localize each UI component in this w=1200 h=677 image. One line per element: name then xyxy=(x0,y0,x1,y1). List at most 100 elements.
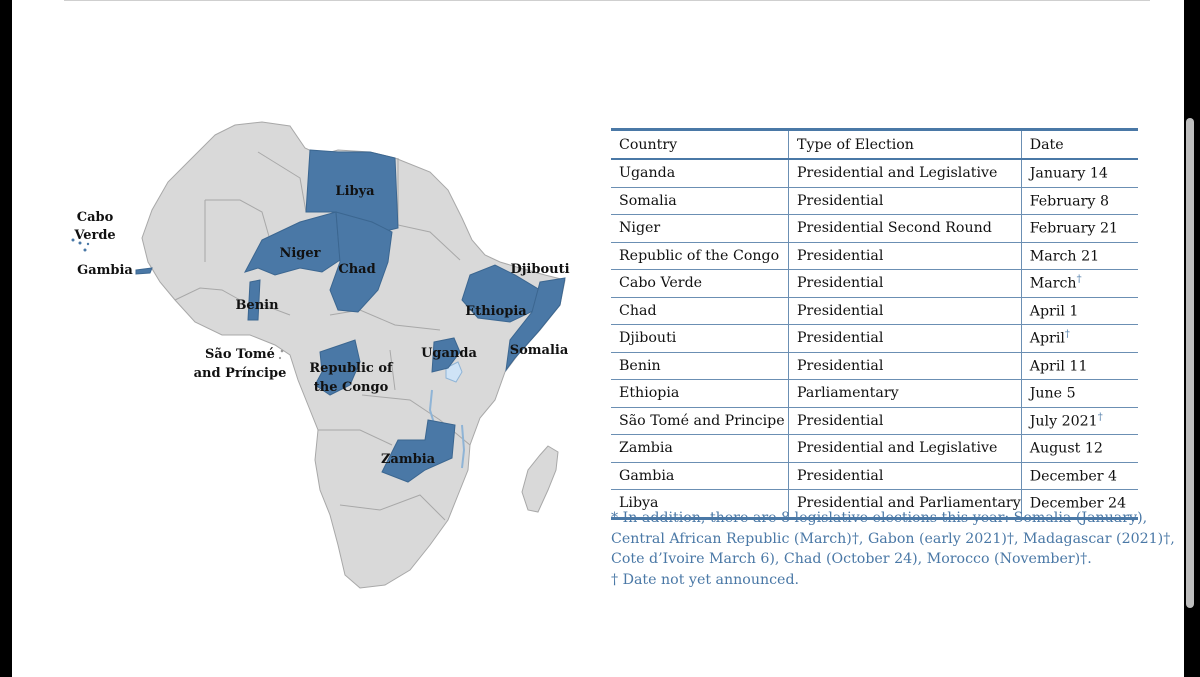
cell-date: July 2021† xyxy=(1020,407,1138,435)
cell-date: August 12 xyxy=(1020,434,1138,463)
cell-date: February 21 xyxy=(1020,214,1138,243)
sao-tome-islands xyxy=(278,349,284,360)
cell-date-text: December 4 xyxy=(1029,468,1118,485)
table-row: São Tomé and Principe Presidential July 20… xyxy=(611,407,1138,435)
cell-type: Presidential xyxy=(788,242,1022,270)
footnote-line: * In addition, there are 8 legislative e… xyxy=(611,510,1148,526)
cell-date: January 14 xyxy=(1020,159,1138,188)
label-congo: Republic of xyxy=(309,361,394,376)
country-niger xyxy=(243,211,341,276)
table-row: Gambia Presidential December 4 xyxy=(611,462,1138,490)
cell-country: Benin xyxy=(611,352,789,380)
cell-country: Libya xyxy=(619,495,659,512)
cell-date-text: March 21 xyxy=(1029,248,1100,265)
dagger-mark: † xyxy=(1064,329,1070,341)
cell-type: Presidential and Parliamentary xyxy=(788,489,1022,518)
country-congo xyxy=(314,339,361,396)
cabo-verde-islands xyxy=(71,238,90,252)
table-row: Zambia Presidential and Legislative August… xyxy=(611,434,1138,463)
table-header-row: Country Type of Election Date xyxy=(611,129,1138,160)
cell-type: Presidential xyxy=(788,187,1022,215)
label-niger: Niger xyxy=(279,246,320,261)
cell-date-text: June 5 xyxy=(1029,386,1076,403)
cell-type: Presidential xyxy=(788,297,1022,325)
country-uganda xyxy=(431,337,461,373)
cell-date: June 5 xyxy=(1020,379,1138,408)
dagger-mark: † xyxy=(1097,411,1103,423)
cell-date: February 8 xyxy=(1020,187,1138,215)
header-type: Type of Election xyxy=(788,129,1022,160)
cell-country: Zambia xyxy=(611,434,789,463)
cell-date-text: July 2021 xyxy=(1029,413,1098,430)
label-benin: Benin xyxy=(235,298,279,313)
cell-type: Presidential and Legislative xyxy=(788,434,1022,463)
label-ethiopia: Ethiopia xyxy=(465,304,527,319)
footnote-line: Cote d’Ivoire March 6), Chad (October 24… xyxy=(611,551,1092,568)
cell-type: Presidential and Legislative xyxy=(788,159,1022,188)
cell-country: São Tomé and Principe xyxy=(611,407,789,435)
cell-date: March† xyxy=(1020,269,1138,298)
cell-date-text: December 24 xyxy=(1029,496,1127,513)
label-djibouti: Djibouti xyxy=(510,262,569,277)
label-somalia: Somalia xyxy=(510,343,569,358)
cell-date-text: February 8 xyxy=(1029,193,1109,210)
header-date: Date xyxy=(1020,129,1138,160)
cell-date: December 24 xyxy=(1020,489,1138,518)
country-benin xyxy=(247,279,261,321)
cell-date: March 21 xyxy=(1020,242,1138,270)
country-somalia xyxy=(505,277,566,372)
country-chad xyxy=(329,211,393,313)
table-row: Djibouti Presidential April† xyxy=(611,324,1138,353)
footnote-line: † Date not yet announced. xyxy=(611,571,800,588)
label-gambia: Gambia xyxy=(77,263,133,278)
cell-country: Chad xyxy=(611,297,789,325)
cell-type: Presidential Second Round xyxy=(788,214,1022,243)
cell-type: Presidential xyxy=(788,462,1022,490)
cell-date-text: August 12 xyxy=(1029,441,1103,458)
cell-date-text: March xyxy=(1029,276,1077,293)
label-sao-tome-2: and Príncipe xyxy=(194,366,287,381)
cell-date-text: April 1 xyxy=(1029,303,1079,320)
table-row: Ethiopia Parliamentary June 5 xyxy=(611,379,1138,408)
cell-country: Ethiopia xyxy=(611,379,789,408)
footnote-line: Central African Republic (March)†, Gabon… xyxy=(611,530,1175,547)
country-zambia xyxy=(381,419,456,483)
cell-date: April 1 xyxy=(1020,297,1138,325)
dagger-mark: † xyxy=(1076,274,1082,286)
cell-country: Gambia xyxy=(611,462,789,490)
elections-table: Country Type of Election Date Uganda Pres… xyxy=(611,128,1138,520)
table-row: Somalia Presidential February 8 xyxy=(611,187,1138,215)
country-libya xyxy=(305,149,399,233)
label-uganda: Uganda xyxy=(421,346,477,361)
cell-type: Presidential xyxy=(788,269,1022,298)
table-row: Cabo Verde Presidential March† xyxy=(611,269,1138,298)
cell-country: Somalia xyxy=(611,187,789,215)
cell-date-text: January 14 xyxy=(1029,166,1108,183)
cell-country: Niger xyxy=(611,214,789,243)
scrollbar[interactable] xyxy=(1186,118,1194,608)
cell-date-text: February 21 xyxy=(1029,221,1119,238)
label-cabo-verde: Cabo xyxy=(77,210,114,225)
cell-date: December 4 xyxy=(1020,462,1138,490)
madagascar-shape xyxy=(521,445,559,513)
lake-victoria xyxy=(445,361,463,383)
cell-date: April 11 xyxy=(1020,352,1138,380)
cell-type: Presidential xyxy=(788,324,1022,353)
label-sao-tome: São Tomé xyxy=(205,347,275,362)
country-gambia xyxy=(135,267,153,275)
table-body: Uganda Presidential and Legislative Januar… xyxy=(611,159,1138,518)
label-congo-2: the Congo xyxy=(314,380,389,395)
table-row: Republic of the Congo Presidential March 2… xyxy=(611,242,1138,270)
table-row: Uganda Presidential and Legislative Januar… xyxy=(611,159,1138,188)
cell-country: Uganda xyxy=(611,159,789,188)
cell-type: Presidential xyxy=(788,352,1022,380)
label-zambia: Zambia xyxy=(381,452,436,467)
table-row: Benin Presidential April 11 xyxy=(611,352,1138,380)
top-divider xyxy=(64,0,1150,1)
country-borders xyxy=(174,151,471,521)
header-country: Country xyxy=(611,129,789,160)
cell-type: Presidential xyxy=(788,407,1022,435)
cell-country: Djibouti xyxy=(611,324,789,353)
table-row: Libya Presidential and Parliamentary Decem… xyxy=(611,489,1138,518)
